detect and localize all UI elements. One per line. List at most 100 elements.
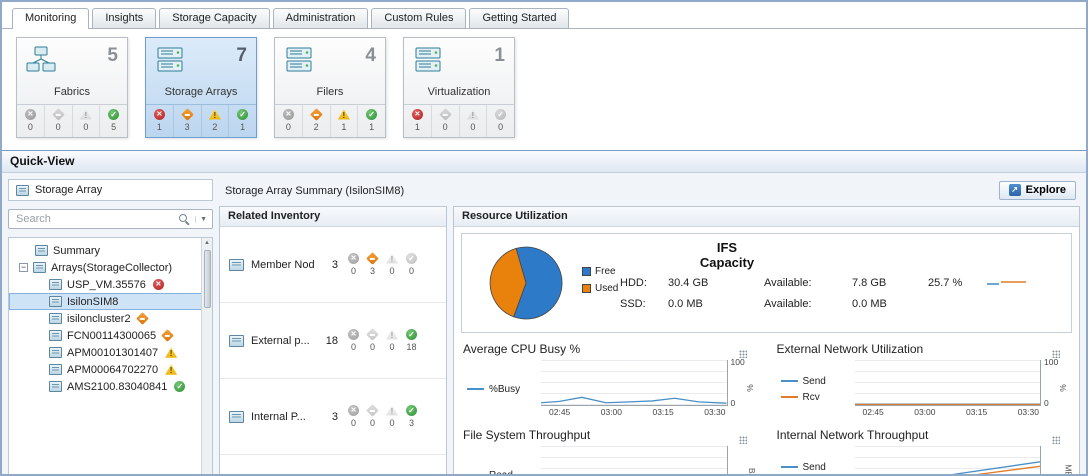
critical-status-icon (161, 329, 174, 342)
quick-view-sidebar: Storage Array ▼ Summary − (8, 179, 213, 474)
file-system-plot (541, 446, 728, 474)
y-axis (1041, 446, 1061, 474)
error-status-icon (348, 405, 359, 416)
object-type-label: Storage Array (35, 184, 103, 196)
scroll-thumb[interactable] (203, 250, 211, 308)
chart-file-system-throughput: File System Throughput Read (461, 428, 759, 476)
tile-label: Storage Arrays (164, 86, 238, 98)
search-options-arrow-icon[interactable]: ▼ (195, 215, 207, 223)
storage-array-icon (49, 279, 62, 290)
external-ports-icon (229, 334, 244, 347)
warning-status-icon (165, 347, 178, 358)
chart-internal-network-throughput: Internal Network Throughput Send Rcv (775, 428, 1074, 476)
tab-administration[interactable]: Administration (272, 8, 369, 28)
send-legend-line (780, 380, 798, 382)
related-inventory-panel: Related Inventory Member Nod... 3 0 3 0 … (219, 206, 447, 474)
warning-status-icon (208, 109, 221, 120)
tile-count: 1 (494, 45, 505, 66)
tile-fabrics[interactable]: 5 Fabrics 0 0 0 5 (16, 37, 128, 138)
tab-custom-rules[interactable]: Custom Rules (371, 8, 467, 28)
chart-options-icon[interactable] (738, 436, 747, 444)
tile-filers[interactable]: 4 Filers 0 2 1 1 (274, 37, 386, 138)
hdd-trend-sparkline (987, 281, 1026, 285)
tile-virtualization[interactable]: 1 Virtualization 1 0 0 0 (403, 37, 515, 138)
internal-ports-icon (229, 410, 244, 423)
warning-status-icon (79, 109, 92, 120)
y-axis: 100 0 (1044, 357, 1059, 408)
explore-button[interactable]: Explore (998, 181, 1076, 200)
tile-status-strip: 1 3 2 1 (146, 104, 256, 137)
tile-status-strip: 0 0 0 5 (17, 104, 127, 137)
y-axis-unit: % (744, 384, 755, 392)
panel-title: Related Inventory (220, 207, 446, 227)
y-axis-unit: % (1057, 384, 1068, 392)
y-axis (728, 446, 748, 474)
chart-legend: Read (461, 446, 541, 475)
chart-options-icon[interactable] (1052, 436, 1060, 444)
chart-options-icon[interactable] (738, 350, 747, 358)
inventory-row-external-ports[interactable]: External p... 18 0 0 0 18 (220, 303, 446, 379)
virtualization-icon (412, 45, 444, 80)
chart-legend: Send Rcv (775, 360, 855, 418)
capacity-title: IFS Capacity (699, 240, 755, 270)
tile-label: Filers (316, 86, 344, 98)
quick-view-main: Storage Array Summary (IsilonSIM8) Explo… (219, 179, 1080, 476)
y-axis-unit: MB/s (1063, 464, 1074, 476)
y-axis: 100 0 (730, 357, 745, 408)
filers-icon (283, 45, 315, 80)
tile-status-strip: 0 2 1 1 (275, 104, 385, 137)
search-icon[interactable] (178, 213, 191, 226)
chart-external-network: External Network Utilization Send Rcv (775, 342, 1068, 418)
warning-status-icon (337, 109, 350, 120)
tree-item-isilonsim8[interactable]: IsilonSIM8 (9, 293, 212, 310)
pie-legend: Free Used (582, 266, 618, 294)
storage-tree: Summary − Arrays(StorageCollector) USP_V… (9, 238, 212, 399)
tile-count: 4 (365, 45, 376, 66)
storage-array-icon (49, 347, 62, 358)
tab-storage-capacity[interactable]: Storage Capacity (159, 8, 270, 28)
storage-array-icon (49, 296, 62, 307)
inventory-row-member-nodes[interactable]: Member Nod... 3 0 3 0 0 (220, 227, 446, 303)
normal-status-icon (108, 109, 120, 120)
scroll-up-icon[interactable]: ▲ (204, 240, 210, 246)
tab-insights[interactable]: Insights (92, 8, 157, 28)
search-input[interactable] (14, 212, 179, 226)
capacity-row-hdd: HDD: 30.4 GB Available: 7.8 GB 25.7 % (620, 277, 1063, 289)
chart-legend: %Busy (461, 360, 541, 418)
object-type-header[interactable]: Storage Array (8, 179, 213, 201)
tile-storage-arrays[interactable]: 7 Storage Arrays 1 3 2 1 (145, 37, 257, 138)
tree-scrollbar[interactable]: ▲ ▼ (201, 238, 212, 474)
tree-item-apm00064702270[interactable]: APM00064702270 (9, 361, 212, 378)
tree-item-arrays[interactable]: − Arrays(StorageCollector) (19, 261, 173, 274)
tree-item-ams2100-83040841[interactable]: AMS2100.83040841 (9, 378, 212, 395)
error-status-icon (348, 329, 359, 340)
chart-options-icon[interactable] (1052, 350, 1060, 358)
error-status-icon (153, 109, 165, 120)
warning-status-icon (386, 253, 398, 264)
critical-status-icon (366, 404, 379, 417)
tree-container: Summary − Arrays(StorageCollector) USP_V… (8, 237, 213, 474)
quick-view-header: Quick-View (2, 151, 1086, 173)
capacity-row-ssd: SSD: 0.0 MB Available: 0.0 MB (620, 298, 887, 311)
tree-item-isiloncluster2[interactable]: isiloncluster2 (9, 310, 212, 327)
tree-item-summary[interactable]: Summary (9, 242, 212, 259)
collapse-icon[interactable]: − (19, 262, 28, 272)
error-status-icon (348, 253, 359, 264)
tree-item-usp-vm-35576[interactable]: USP_VM.35576 (9, 276, 212, 293)
normal-status-icon (237, 109, 249, 120)
error-status-icon (24, 109, 36, 120)
storage-array-icon (49, 330, 62, 341)
warning-status-icon (466, 109, 479, 120)
rcv-legend-line (780, 396, 798, 398)
tab-getting-started[interactable]: Getting Started (469, 8, 570, 28)
summary-title: Storage Array Summary (IsilonSIM8) (225, 184, 405, 197)
y-axis-unit: B/s (746, 468, 757, 476)
busy-legend-line (467, 388, 484, 390)
tab-monitoring[interactable]: Monitoring (12, 8, 90, 29)
tree-item-fcn00114300065[interactable]: FCN00114300065 (9, 327, 212, 344)
x-axis-ticks: 02:45 03:00 03:15 03:30 (549, 407, 726, 417)
error-status-icon (152, 279, 164, 290)
inventory-row-internal-ports[interactable]: Internal P... 3 0 0 0 3 (220, 379, 446, 455)
critical-status-icon (135, 312, 149, 325)
tree-item-apm00101301407[interactable]: APM00101301407 (9, 344, 212, 361)
